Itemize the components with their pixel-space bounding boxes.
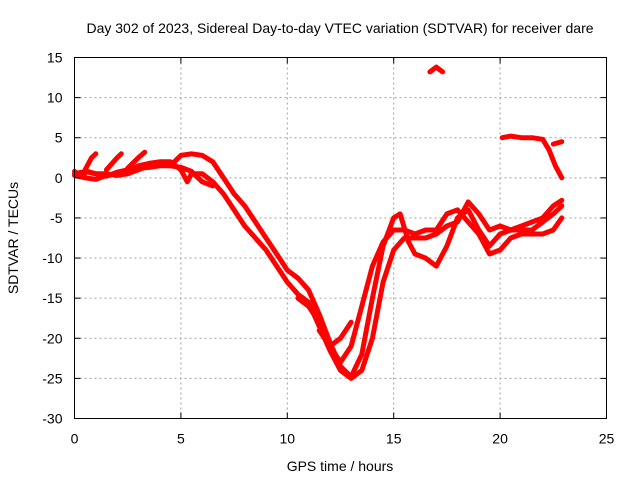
y-tick-label: -20 — [42, 330, 62, 346]
y-tick-label: -25 — [42, 370, 62, 386]
plot-frame — [74, 57, 607, 419]
axis-ticks — [74, 57, 607, 419]
series-line-3 — [72, 151, 565, 380]
x-tick-label: 20 — [492, 431, 508, 447]
y-axis-label: SDTVAR / TECUs — [5, 182, 21, 294]
y-tick-label: 10 — [47, 90, 63, 106]
series-line-8 — [550, 139, 565, 147]
x-tick-label: 15 — [386, 431, 402, 447]
y-tick-label: 15 — [47, 50, 63, 66]
series-line-4 — [295, 207, 565, 365]
y-tick-label: -30 — [42, 411, 62, 427]
x-tick-label: 10 — [280, 431, 296, 447]
y-axis-tick-labels: 15 10 5 0 -5 -10 -15 -20 -25 -30 — [42, 50, 62, 427]
series-line-5 — [316, 319, 354, 349]
y-tick-label: -5 — [50, 210, 63, 226]
series-line-9 — [82, 151, 99, 173]
x-tick-label: 25 — [599, 431, 615, 447]
series-line-11 — [125, 149, 148, 171]
y-tick-label: -10 — [42, 250, 62, 266]
series-line-7 — [499, 133, 565, 181]
x-tick-label: 5 — [177, 431, 185, 447]
data-series — [72, 64, 565, 381]
y-tick-label: 0 — [55, 170, 63, 186]
series-line-10 — [103, 151, 124, 173]
x-tick-label: 0 — [71, 431, 79, 447]
series-line-6 — [427, 64, 446, 75]
series-line-2 — [72, 159, 565, 381]
y-tick-label: 5 — [55, 130, 63, 146]
chart-title: Day 302 of 2023, Sidereal Day-to-day VTE… — [86, 20, 593, 36]
x-axis-tick-labels: 0 5 10 15 20 25 — [71, 431, 615, 447]
x-axis-label: GPS time / hours — [287, 458, 394, 474]
y-tick-label: -15 — [42, 290, 62, 306]
